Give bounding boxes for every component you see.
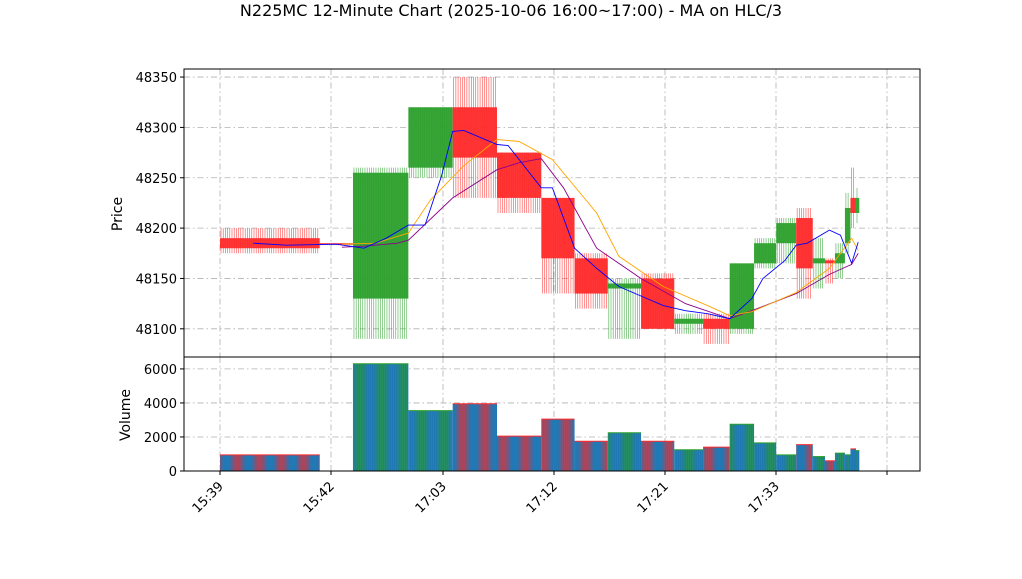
volume-bar xyxy=(824,460,835,471)
candle xyxy=(703,313,730,344)
candle xyxy=(776,218,797,264)
candle xyxy=(607,278,642,339)
volume-bar-fill xyxy=(408,410,453,471)
volume-y-tick-label: 6000 xyxy=(144,363,177,378)
volume-bar xyxy=(812,456,825,471)
chart-title: N225MC 12-Minute Chart (2025-10-06 16:00… xyxy=(240,1,782,20)
candle xyxy=(674,313,704,334)
volume-bar xyxy=(703,446,730,471)
candle-body xyxy=(850,197,856,213)
candle xyxy=(574,253,608,309)
volume-bar xyxy=(541,418,575,471)
candle xyxy=(497,152,542,213)
candle-body xyxy=(844,207,851,244)
candle-body xyxy=(796,218,813,269)
volume-bar-fill xyxy=(824,460,835,471)
volume-bar xyxy=(776,454,797,471)
volume-bar-fill xyxy=(703,447,730,471)
volume-axis-label: Volume xyxy=(118,389,134,441)
volume-bar xyxy=(844,454,851,471)
volume-bar-fill xyxy=(796,444,813,471)
candle-body xyxy=(541,197,575,259)
volume-bar xyxy=(641,440,675,471)
ma-fast-line xyxy=(253,129,859,320)
candle-body xyxy=(452,107,497,158)
price-y-tick-label: 48250 xyxy=(136,172,177,187)
volume-bar-fill xyxy=(834,453,845,471)
candle-body xyxy=(607,283,642,289)
x-tick-label: 17:21 xyxy=(635,479,672,516)
candle-body xyxy=(754,243,777,264)
volume-bar-fill xyxy=(497,436,542,471)
volume-bar xyxy=(352,363,409,471)
candle xyxy=(408,107,453,178)
volume-bar xyxy=(796,444,813,471)
candle xyxy=(796,207,813,299)
candle-body xyxy=(408,107,453,168)
candle xyxy=(452,77,497,198)
price-y-tick-label: 48150 xyxy=(136,272,177,287)
candle xyxy=(855,187,860,224)
price-y-tick-label: 48200 xyxy=(136,222,177,237)
volume-bar xyxy=(674,449,704,471)
x-tick-label: 15:39 xyxy=(190,479,227,516)
price-panel: 48100 48150 48200 48250 48300 48350 Price xyxy=(110,68,921,358)
candle xyxy=(754,238,777,269)
volume-bar xyxy=(855,450,860,471)
x-tick-label: 17:33 xyxy=(746,479,783,516)
ma-mid-line xyxy=(341,139,859,317)
candle-body xyxy=(812,258,825,264)
volume-bar xyxy=(850,448,856,471)
candle-body xyxy=(703,318,730,329)
candle-body xyxy=(674,318,704,324)
volume-bar xyxy=(607,432,642,471)
candle-body xyxy=(220,238,320,249)
volume-bar-fill xyxy=(452,403,497,471)
volume-bar-fill xyxy=(812,456,825,471)
x-axis: 15:39 15:42 17:03 17:12 17:21 17:33 xyxy=(190,471,888,516)
candle xyxy=(220,228,320,254)
candle-body xyxy=(824,260,835,264)
volume-bar-fill xyxy=(855,450,860,471)
price-y-tick-label: 48300 xyxy=(136,121,177,136)
candle-body xyxy=(729,263,755,329)
x-tick-label: 15:42 xyxy=(301,479,338,516)
candle xyxy=(352,167,409,339)
volume-y-tick-label: 0 xyxy=(169,465,177,480)
price-y-tick-label: 48350 xyxy=(136,71,177,86)
candle-body xyxy=(574,258,608,294)
volume-bar-fill xyxy=(844,454,851,471)
volume-bar xyxy=(497,435,542,471)
volume-panel-frame xyxy=(183,356,921,472)
volume-panel: 0 2000 4000 6000 Volume xyxy=(118,356,921,480)
volume-bar xyxy=(729,423,755,471)
x-tick-label: 17:12 xyxy=(524,479,561,516)
ma-slow-line xyxy=(341,158,859,320)
volume-bar xyxy=(408,410,453,471)
candle xyxy=(834,243,845,279)
candle-body xyxy=(776,223,797,244)
price-y-tick-label: 48100 xyxy=(136,323,177,338)
volume-y-tick-label: 2000 xyxy=(144,431,177,446)
candle-body xyxy=(855,197,860,213)
volume-bar-fill xyxy=(850,448,856,471)
volume-bar xyxy=(220,454,320,471)
x-tick-label: 17:03 xyxy=(413,479,450,516)
volume-bar xyxy=(834,452,845,471)
volume-bar xyxy=(452,403,497,471)
candle xyxy=(850,167,856,229)
price-axis-label: Price xyxy=(110,197,126,231)
candle xyxy=(541,197,575,294)
volume-y-tick-label: 4000 xyxy=(144,397,177,412)
candle xyxy=(824,258,835,284)
volume-bar xyxy=(574,440,608,471)
candle-body xyxy=(834,253,845,264)
candle xyxy=(729,263,755,334)
volume-bar xyxy=(754,442,777,471)
